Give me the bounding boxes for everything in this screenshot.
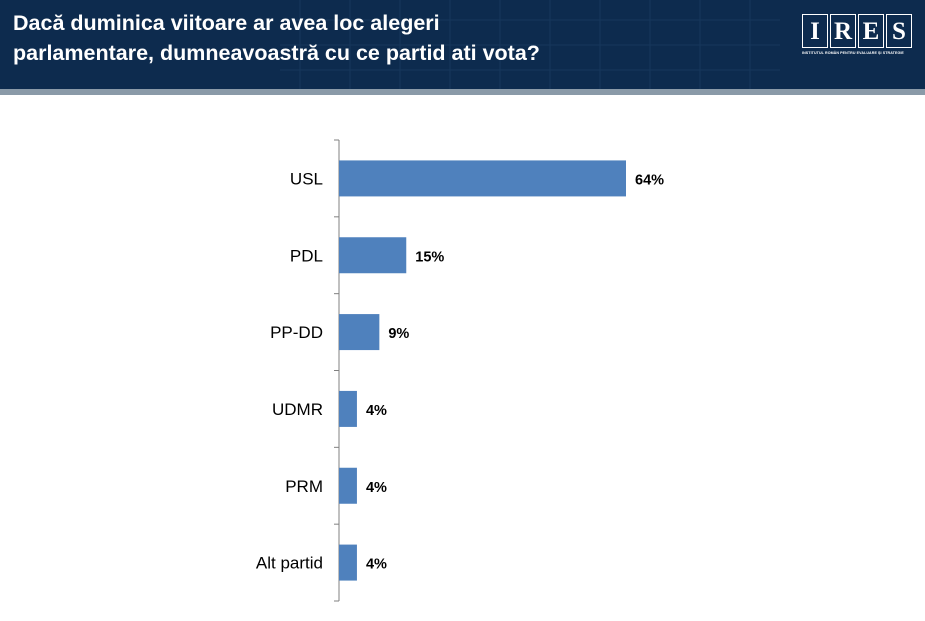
logo-letter: R — [830, 14, 856, 48]
data-label: 4% — [366, 480, 387, 496]
header-banner: Dacă duminica viitoare ar avea loc alege… — [0, 0, 925, 89]
bar-pp-dd — [339, 314, 380, 351]
logo-letter: E — [858, 14, 884, 48]
ires-logo: I R E S INSTITUTUL ROMÂN PENTRU EVALUARE… — [802, 14, 917, 55]
logo-letters: I R E S — [802, 14, 917, 48]
logo-letter: S — [886, 14, 912, 48]
data-label: 15% — [415, 249, 444, 265]
category-label: PDL — [290, 246, 323, 265]
bar-udmr — [339, 390, 357, 427]
data-label: 9% — [388, 326, 409, 342]
page-title-line-1: Dacă duminica viitoare ar avea loc alege… — [13, 11, 440, 35]
bar-prm — [339, 467, 357, 504]
bar-usl — [339, 160, 626, 197]
logo-letter: I — [802, 14, 828, 48]
page-title: Dacă duminica viitoare ar avea loc alege… — [13, 8, 773, 68]
header-border — [0, 89, 925, 95]
category-label: PRM — [285, 477, 323, 496]
data-label: 4% — [366, 557, 387, 573]
data-label: 4% — [366, 403, 387, 419]
category-label: Alt partid — [256, 554, 323, 573]
category-label: PP-DD — [270, 323, 323, 342]
category-label: USL — [290, 169, 323, 188]
category-label: UDMR — [272, 400, 323, 419]
page-title-line-2: parlamentare, dumneavoastră cu ce partid… — [13, 41, 540, 65]
data-label: 64% — [635, 172, 664, 188]
header-pattern — [280, 0, 780, 89]
bar-pdl — [339, 237, 407, 274]
bar-alt-partid — [339, 544, 357, 581]
logo-subtitle: INSTITUTUL ROMÂN PENTRU EVALUARE ȘI STRA… — [802, 51, 904, 55]
